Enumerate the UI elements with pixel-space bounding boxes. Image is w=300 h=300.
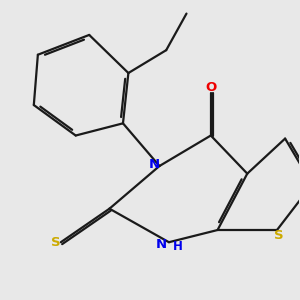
Text: O: O [205,81,216,94]
Text: N: N [149,158,160,171]
Text: S: S [274,229,284,242]
Text: S: S [50,236,60,249]
Text: H: H [173,240,183,253]
Text: N: N [156,238,167,251]
